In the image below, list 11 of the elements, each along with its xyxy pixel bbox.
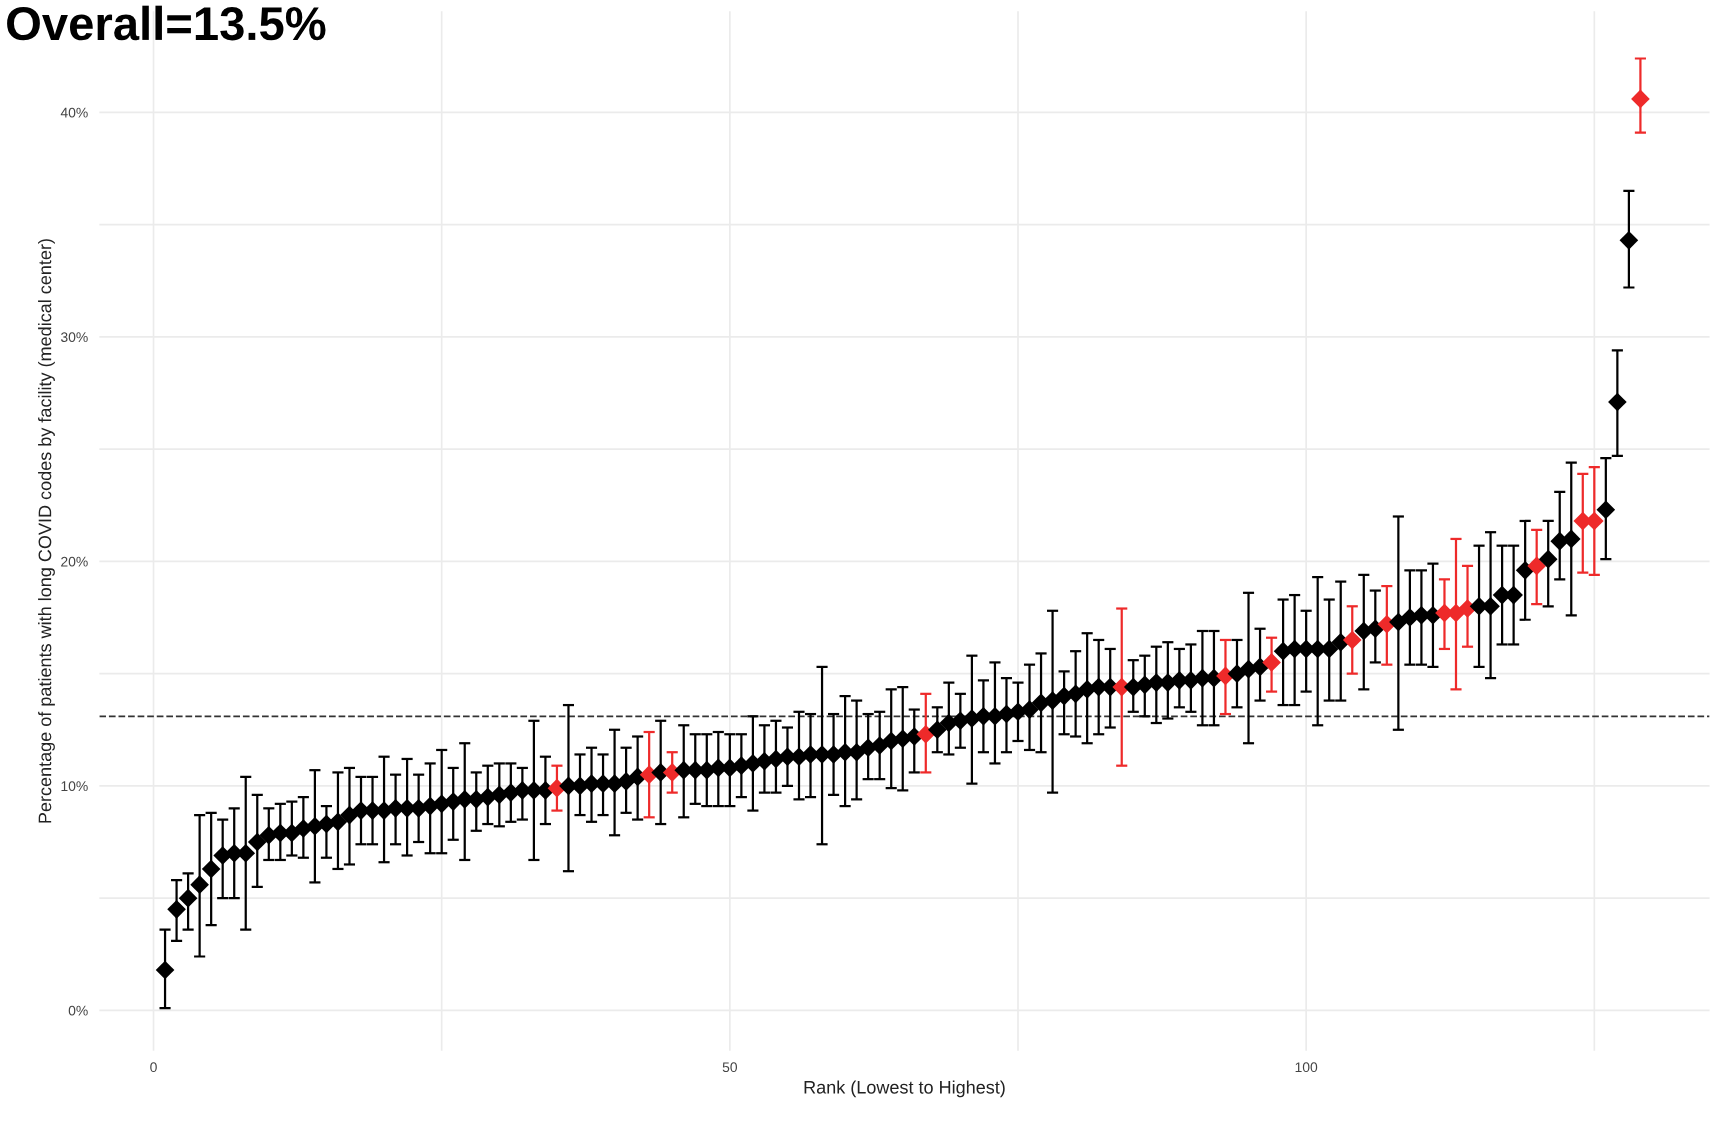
y-tick-label: 0% <box>68 1005 88 1016</box>
y-tick-label: 10% <box>61 781 88 792</box>
x-tick-label: 50 <box>722 1062 738 1073</box>
y-axis-title: Percentage of patients with long COVID codes by facility (medical center) <box>38 239 55 823</box>
y-tick-label: 30% <box>60 332 88 343</box>
chart-title: Overall=13.5% <box>7 5 326 41</box>
x-axis-title: Rank (Lowest to Highest) <box>804 1080 1005 1098</box>
y-tick-label: 40% <box>60 107 88 118</box>
x-tick-label: 0 <box>150 1062 157 1073</box>
x-tick-label: 100 <box>1295 1062 1318 1073</box>
y-tick-label: 20% <box>61 556 88 567</box>
